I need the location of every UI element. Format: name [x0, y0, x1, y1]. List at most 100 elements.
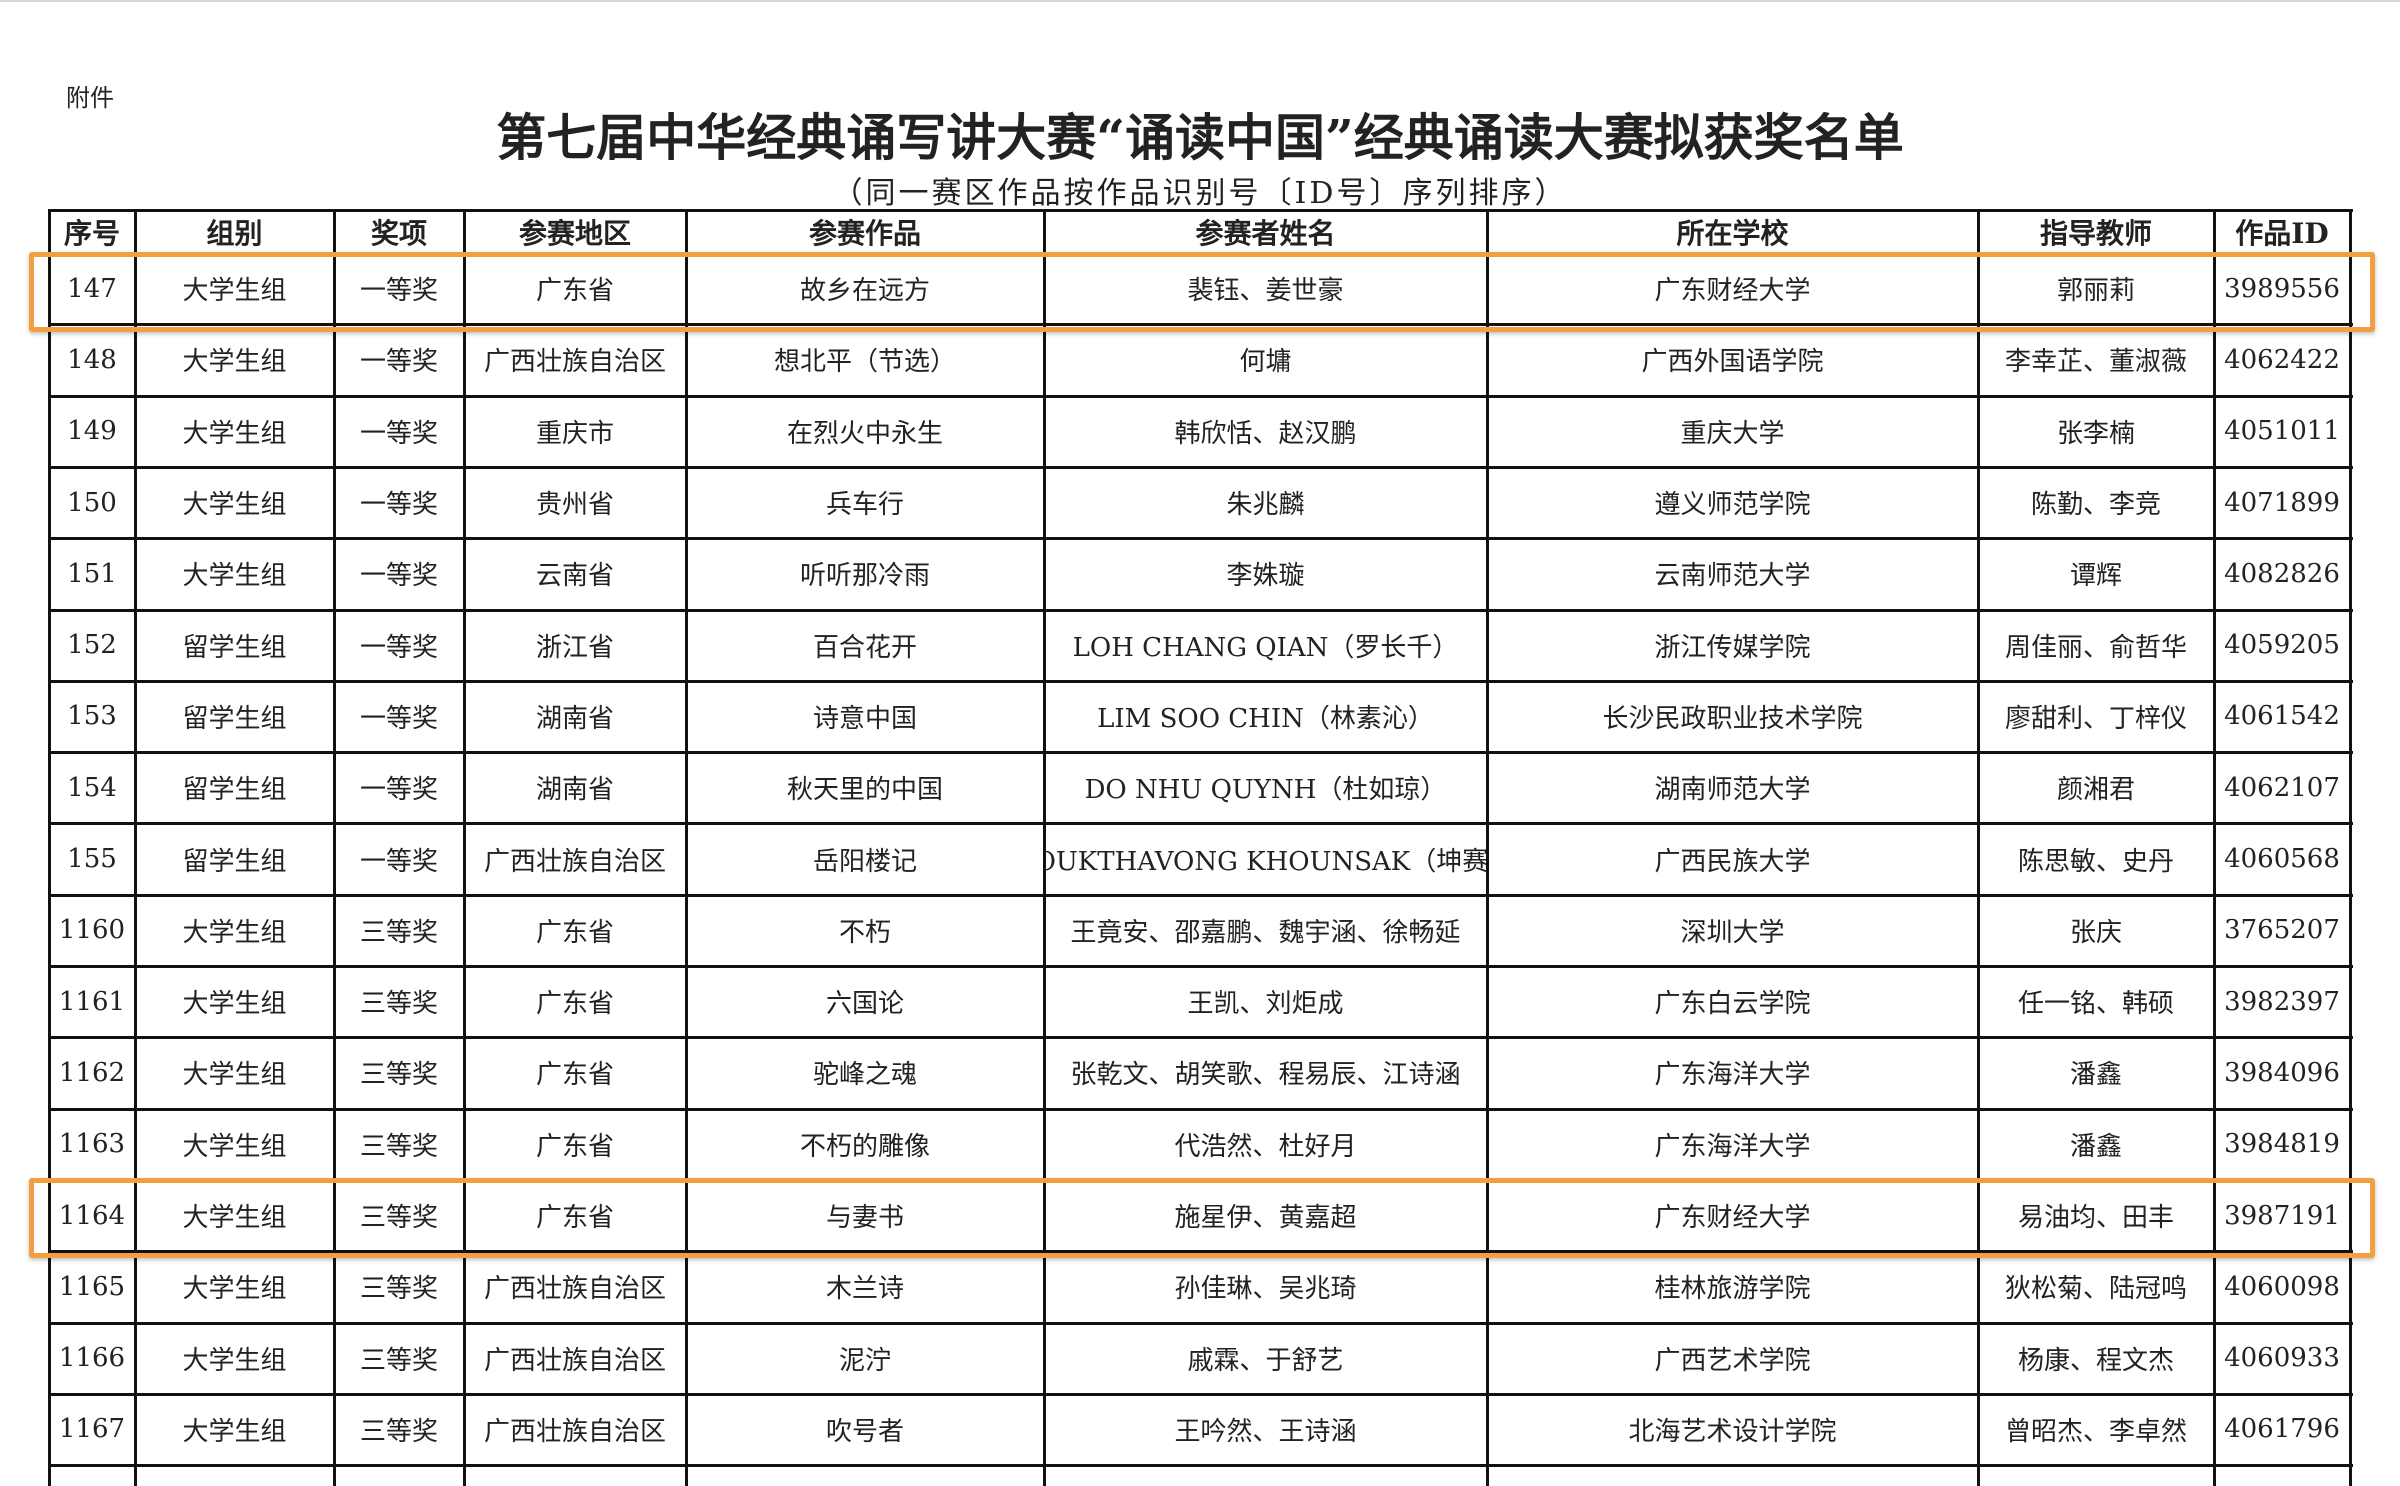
table-cell: 陈思敏、史丹 — [2017, 846, 2174, 877]
table-cell: 广西民族大学 — [1654, 846, 1811, 877]
row-border — [49, 1107, 2353, 1111]
table-cell: LIM SOO CHIN（林素沁） — [1097, 703, 1434, 734]
table-cell: 广西壮族自治区 — [483, 846, 666, 877]
table-cell: 大学生组 — [182, 989, 287, 1020]
attachment-label: 附件 — [66, 84, 114, 112]
table-cell: 广西壮族自治区 — [483, 1345, 666, 1376]
table-cell: 4059205 — [2224, 630, 2340, 661]
column-border — [1977, 209, 1980, 1486]
table-cell: 诗意中国 — [812, 703, 917, 734]
row-border — [49, 751, 2353, 755]
table-cell: 云南师范大学 — [1654, 561, 1811, 592]
column-border — [1486, 209, 1489, 1486]
table-cell: 木兰诗 — [825, 1274, 904, 1305]
table-cell: 4061796 — [2224, 1414, 2340, 1445]
top-edge — [0, 0, 2400, 2]
table-cell: 留学生组 — [182, 632, 287, 663]
table-cell: 一等奖 — [359, 703, 438, 734]
table-cell: 广东财经大学 — [1654, 1203, 1811, 1234]
table-cell: 广西壮族自治区 — [483, 1274, 666, 1305]
table-cell: 重庆大学 — [1680, 418, 1785, 449]
table-cell: 兵车行 — [825, 490, 904, 521]
table-cell: 三等奖 — [359, 1345, 438, 1376]
table-cell: 深圳大学 — [1680, 917, 1785, 948]
table-cell: 1163 — [58, 1129, 126, 1160]
table-cell: 谭辉 — [2069, 561, 2122, 592]
table-cell: 大学生组 — [182, 1131, 287, 1162]
row-border — [49, 1250, 2353, 1254]
table-cell: 4061542 — [2224, 701, 2340, 732]
table-cell: 湖南师范大学 — [1654, 775, 1811, 806]
column-border — [685, 209, 688, 1486]
table-cell: 陈勤、李竞 — [2030, 490, 2161, 521]
column-header: 指导教师 — [2039, 216, 2152, 250]
table-cell: 大学生组 — [182, 561, 287, 592]
table-cell: 在烈火中永生 — [786, 418, 943, 449]
column-header: 参赛作品 — [808, 216, 921, 250]
table-cell: 1166 — [58, 1343, 126, 1374]
table-cell: 4082826 — [2224, 558, 2340, 589]
table-cell: 孙佳琳、吴兆琦 — [1174, 1274, 1357, 1305]
table-cell: 大学生组 — [182, 1203, 287, 1234]
table-cell: 狄松菊、陆冠鸣 — [2004, 1274, 2187, 1305]
table-cell: 3989556 — [2224, 273, 2340, 304]
table-cell: 朱兆麟 — [1226, 490, 1305, 521]
table-cell: 4062107 — [2224, 772, 2340, 803]
table-cell: 广西壮族自治区 — [483, 1416, 666, 1447]
column-border — [463, 209, 466, 1486]
table-cell: 3987191 — [2224, 1200, 2340, 1231]
table-cell: 147 — [67, 273, 117, 304]
table-cell: 3984819 — [2224, 1129, 2340, 1160]
table-cell: 百合花开 — [812, 632, 917, 663]
table-cell: 1161 — [58, 986, 126, 1017]
table-cell: 张庆 — [2069, 917, 2122, 948]
table-cell: 代浩然、杜好月 — [1174, 1131, 1357, 1162]
table-cell: 何墉 — [1239, 347, 1292, 378]
table-cell: 任一铭、韩硕 — [2017, 989, 2174, 1020]
table-cell: 三等奖 — [359, 1274, 438, 1305]
table-cell: 155 — [67, 844, 117, 875]
table-cell: 长沙民政职业技术学院 — [1602, 703, 1863, 734]
column-border — [48, 209, 51, 1486]
table-cell: 4060933 — [2224, 1343, 2340, 1374]
table-cell: 一等奖 — [359, 276, 438, 307]
table-cell: 李姝璇 — [1226, 561, 1305, 592]
table-cell: 施星伊、黄嘉超 — [1174, 1203, 1357, 1234]
table-cell: 秋天里的中国 — [786, 775, 943, 806]
table-cell: 广东财经大学 — [1654, 276, 1811, 307]
table-cell: 广东省 — [535, 1060, 614, 1091]
table-cell: 4071899 — [2224, 487, 2340, 518]
subtitle: （同一赛区作品按作品识别号〔ID号〕序列排序） — [832, 176, 1568, 211]
table-cell: 杨康、程文杰 — [2017, 1345, 2174, 1376]
table-cell: 153 — [67, 701, 117, 732]
table-cell: DO NHU QUYNH（杜如琼） — [1084, 775, 1447, 806]
table-cell: 浙江传媒学院 — [1654, 632, 1811, 663]
table-cell: 颜湘君 — [2056, 775, 2135, 806]
table-cell: 三等奖 — [359, 917, 438, 948]
table-cell: 广东白云学院 — [1654, 989, 1811, 1020]
table-cell: 湖南省 — [535, 775, 614, 806]
table-cell: 1160 — [58, 915, 126, 946]
table-cell: 吹号者 — [825, 1416, 904, 1447]
row-border — [49, 1464, 2353, 1468]
table-cell: 一等奖 — [359, 490, 438, 521]
row-border — [49, 893, 2353, 897]
table-cell: 一等奖 — [359, 418, 438, 449]
column-header: 所在学校 — [1676, 216, 1789, 250]
column-border — [333, 209, 336, 1486]
table-cell: 戚霖、于舒艺 — [1187, 1345, 1344, 1376]
table-cell: 贵州省 — [535, 490, 614, 521]
table-cell: 一等奖 — [359, 347, 438, 378]
table-cell: 广西壮族自治区 — [483, 347, 666, 378]
table-cell: 150 — [67, 487, 117, 518]
table-cell: 听听那冷雨 — [799, 561, 930, 592]
table-cell: 一等奖 — [359, 775, 438, 806]
table-cell: 4051011 — [2224, 416, 2340, 447]
table-cell: 故乡在远方 — [799, 276, 930, 307]
table-cell: SOUKTHAVONG KHOUNSAK（坤赛） — [1044, 846, 1487, 877]
table-cell: 留学生组 — [182, 846, 287, 877]
column-header: 序号 — [63, 216, 120, 250]
table-cell: 三等奖 — [359, 1131, 438, 1162]
row-border — [49, 537, 2353, 541]
